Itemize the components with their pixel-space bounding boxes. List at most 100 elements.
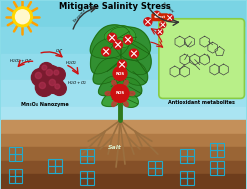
Bar xyxy=(180,149,187,156)
Circle shape xyxy=(55,84,60,89)
Circle shape xyxy=(118,60,126,69)
Polygon shape xyxy=(104,26,136,48)
Text: Endow: Endow xyxy=(161,2,175,14)
Bar xyxy=(87,171,94,178)
Circle shape xyxy=(153,11,160,18)
Bar xyxy=(87,156,94,163)
Text: Antioxidant metabolites: Antioxidant metabolites xyxy=(168,100,235,105)
Circle shape xyxy=(51,67,65,81)
Bar xyxy=(0,134,247,162)
Polygon shape xyxy=(99,76,124,96)
Bar xyxy=(148,168,155,175)
FancyBboxPatch shape xyxy=(159,19,245,98)
Circle shape xyxy=(42,66,60,84)
Bar xyxy=(8,154,16,161)
Polygon shape xyxy=(102,91,122,106)
Bar xyxy=(0,161,247,175)
Bar xyxy=(16,176,22,183)
Circle shape xyxy=(39,82,45,89)
Bar xyxy=(180,156,187,163)
Circle shape xyxy=(160,22,166,28)
Bar xyxy=(217,161,224,168)
Circle shape xyxy=(157,29,163,35)
Circle shape xyxy=(46,69,52,76)
Polygon shape xyxy=(91,39,121,74)
Bar xyxy=(0,174,247,189)
Bar xyxy=(180,171,187,178)
Circle shape xyxy=(45,76,63,93)
Ellipse shape xyxy=(129,91,135,95)
Bar xyxy=(48,159,55,166)
Polygon shape xyxy=(110,27,150,60)
Bar xyxy=(80,156,87,163)
Text: $H_2O_2$: $H_2O_2$ xyxy=(65,60,77,67)
Bar xyxy=(87,178,94,185)
Bar xyxy=(155,161,162,168)
Circle shape xyxy=(42,65,47,70)
Bar xyxy=(0,54,247,81)
Circle shape xyxy=(39,63,53,77)
Bar xyxy=(0,161,247,189)
Bar xyxy=(80,149,87,156)
Bar xyxy=(210,161,217,168)
Bar xyxy=(0,120,247,135)
Bar xyxy=(0,81,247,108)
Ellipse shape xyxy=(112,80,116,86)
Bar xyxy=(0,147,247,162)
Bar xyxy=(87,149,94,156)
Circle shape xyxy=(54,70,59,75)
Bar xyxy=(16,169,22,176)
Bar xyxy=(16,147,22,154)
Circle shape xyxy=(113,67,127,81)
Text: Salt: Salt xyxy=(108,145,122,150)
Circle shape xyxy=(52,81,66,95)
Circle shape xyxy=(35,78,53,96)
Ellipse shape xyxy=(124,80,128,86)
Circle shape xyxy=(13,7,32,27)
Text: $H_2O_2 + O_2^-$: $H_2O_2 + O_2^-$ xyxy=(8,58,32,66)
Bar xyxy=(80,178,87,185)
Circle shape xyxy=(124,35,132,44)
Bar xyxy=(0,0,247,28)
Text: ROS: ROS xyxy=(115,91,124,95)
Bar xyxy=(8,147,16,154)
Bar xyxy=(155,168,162,175)
Circle shape xyxy=(16,10,29,24)
Bar xyxy=(0,27,247,55)
Text: $H_2O + O_2$: $H_2O + O_2$ xyxy=(67,80,87,87)
Bar xyxy=(210,143,217,150)
Bar xyxy=(187,171,194,178)
Polygon shape xyxy=(90,25,131,58)
Bar xyxy=(16,154,22,161)
Circle shape xyxy=(129,49,138,58)
Text: Mn₃O₄ Nanozyme: Mn₃O₄ Nanozyme xyxy=(21,102,69,107)
Text: Mitigate Salinity Stress: Mitigate Salinity Stress xyxy=(59,2,171,11)
Bar xyxy=(217,150,224,157)
Circle shape xyxy=(144,18,152,26)
Bar xyxy=(80,171,87,178)
Bar xyxy=(0,134,247,148)
Bar xyxy=(210,168,217,175)
Bar xyxy=(180,178,187,185)
Ellipse shape xyxy=(112,101,116,107)
Bar xyxy=(48,166,55,173)
Circle shape xyxy=(35,72,41,79)
Text: boost: boost xyxy=(154,15,165,19)
Circle shape xyxy=(111,84,129,102)
Circle shape xyxy=(108,33,117,42)
Text: $O_2^-$: $O_2^-$ xyxy=(55,48,63,56)
Circle shape xyxy=(31,69,49,86)
Circle shape xyxy=(49,79,56,86)
Ellipse shape xyxy=(124,101,128,107)
Bar xyxy=(187,178,194,185)
Circle shape xyxy=(166,14,173,21)
Bar xyxy=(8,169,16,176)
Ellipse shape xyxy=(105,91,111,95)
Circle shape xyxy=(102,47,111,56)
Polygon shape xyxy=(93,58,122,84)
Bar xyxy=(217,168,224,175)
Bar xyxy=(55,166,62,173)
Polygon shape xyxy=(118,92,138,107)
Bar xyxy=(187,149,194,156)
Circle shape xyxy=(114,40,123,49)
